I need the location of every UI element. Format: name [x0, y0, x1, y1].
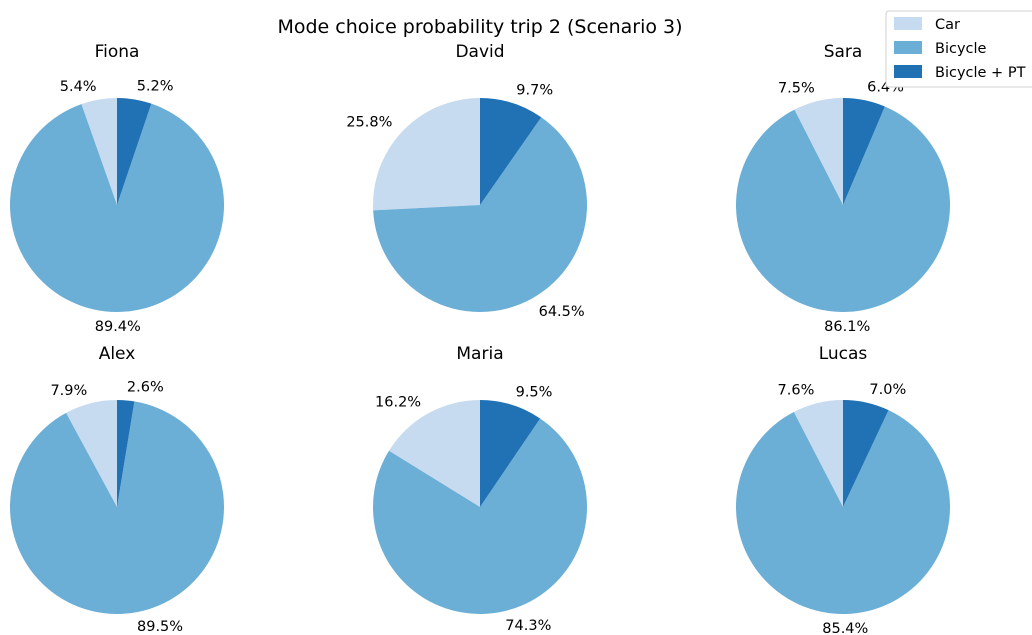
pie-maria: 16.2% 74.3% 9.5% Maria: [373, 344, 587, 634]
slice-label-david-bicycle: 64.5%: [539, 304, 585, 320]
legend-label-bicycle: Bicycle: [935, 41, 987, 57]
pie-alex: 7.9% 89.5% 2.6% Alex: [10, 344, 225, 635]
pie-title-maria: Maria: [456, 344, 503, 364]
pie-slice-sara-car: [794, 98, 843, 205]
pie-slice-fiona-bicycle-pt: [117, 98, 152, 205]
pie-slice-lucas-bicycle-pt: [843, 400, 889, 507]
legend: Car Bicycle Bicycle + PT: [885, 10, 1032, 88]
slice-label-david-car: 25.8%: [346, 115, 392, 131]
slice-label-alex-car: 7.9%: [50, 383, 87, 399]
legend-label-bicycle-pt: Bicycle + PT: [935, 65, 1026, 81]
pie-slice-fiona-bicycle: [9, 103, 224, 312]
pie-title-fiona: Fiona: [95, 42, 140, 62]
pie-slice-david-bicycle: [373, 117, 587, 312]
slice-label-fiona-bicycle-pt: 5.2%: [137, 79, 174, 95]
pie-slice-sara-bicycle-pt: [843, 98, 885, 205]
pie-slice-david-bicycle-pt: [480, 98, 542, 205]
pie-title-david: David: [455, 42, 504, 62]
legend-swatch-bicycle-pt: [894, 65, 922, 78]
pie-slice-maria-bicycle: [373, 418, 587, 614]
pie-sara: 7.5%86.1%6.4%Sara: [735, 42, 950, 335]
slice-label-maria-car: 16.2%: [375, 394, 421, 410]
legend-swatch-bicycle: [894, 41, 922, 54]
slice-label-alex-bicycle: 89.5%: [137, 619, 183, 635]
pie-slice-sara-bicycle: [735, 106, 950, 313]
slice-label-maria-bicycle-pt: 9.5%: [516, 384, 553, 400]
pie-title-lucas: Lucas: [819, 344, 868, 364]
slice-label-lucas-bicycle: 85.4%: [822, 621, 868, 635]
slice-label-maria-bicycle: 74.3%: [505, 618, 551, 634]
legend-swatch-car: [894, 17, 922, 30]
slice-label-sara-car: 7.5%: [778, 80, 815, 96]
slice-label-sara-bicycle: 86.1%: [824, 319, 870, 335]
slice-label-fiona-bicycle: 89.4%: [95, 319, 141, 335]
legend-frame: [885, 10, 1032, 88]
slice-label-lucas-bicycle-pt: 7.0%: [869, 382, 906, 398]
pie-slice-fiona-car: [81, 98, 117, 205]
pie-lucas: 7.6% 85.4% 7.0% Lucas: [735, 344, 950, 635]
pie-david: 25.8% 64.5% 9.7% David: [346, 42, 587, 320]
slice-label-lucas-car: 7.6%: [778, 383, 815, 399]
pie-title-sara: Sara: [824, 42, 863, 62]
pie-title-alex: Alex: [99, 344, 136, 364]
slice-label-fiona-car: 5.4%: [60, 79, 97, 95]
slice-label-alex-bicycle-pt: 2.6%: [127, 380, 164, 396]
pie-slice-maria-bicycle-pt: [480, 400, 541, 507]
slice-label-david-bicycle-pt: 9.7%: [516, 83, 553, 99]
pie-slice-lucas-car: [793, 400, 843, 507]
chart-title: Mode choice probability trip 2 (Scenario…: [277, 16, 682, 38]
legend-label-car: Car: [935, 17, 960, 33]
pie-slice-lucas-bicycle: [735, 410, 950, 614]
pie-slice-maria-car: [388, 400, 480, 507]
pie-fiona: 5.4% 89.4% 5.2% Fiona: [9, 42, 224, 335]
pie-slice-alex-bicycle-pt: [117, 400, 135, 507]
pie-slice-alex-bicycle: [10, 401, 225, 614]
pie-slice-alex-car: [66, 400, 117, 507]
pie-slice-david-car: [372, 98, 480, 211]
